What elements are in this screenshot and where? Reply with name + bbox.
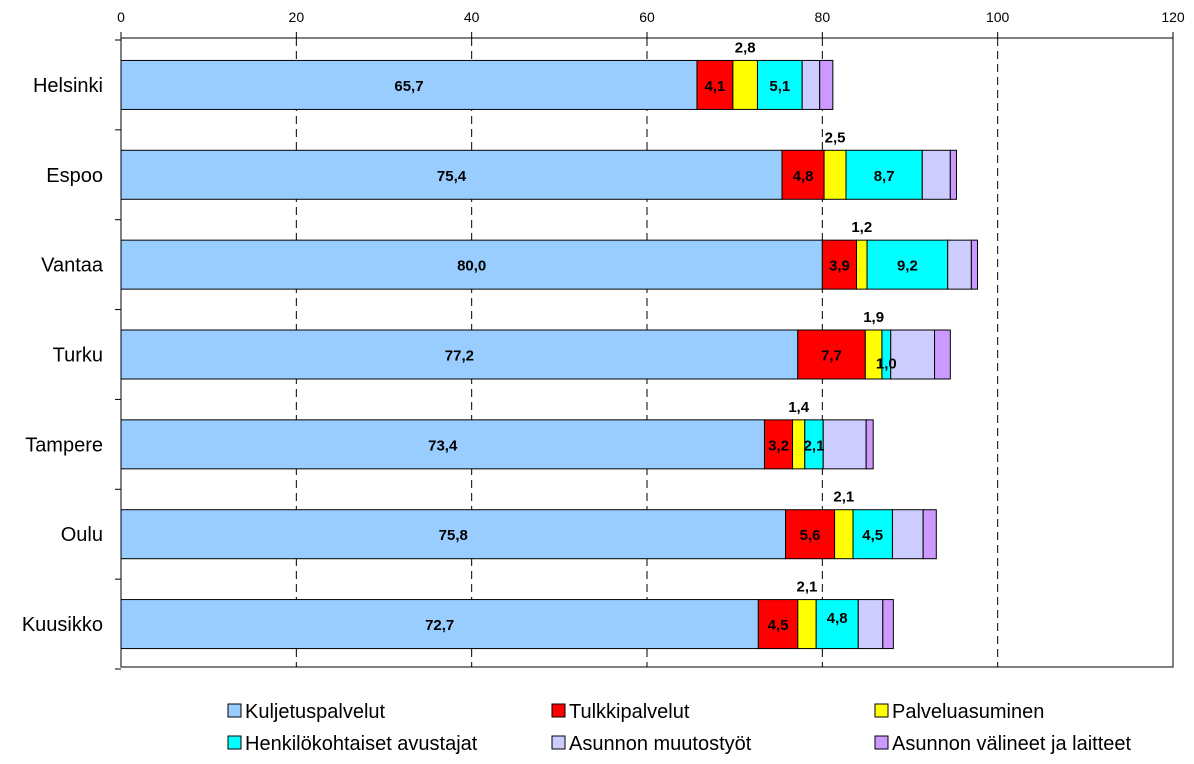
bar-segment — [120, 239, 823, 290]
legend-swatch — [874, 703, 889, 718]
legend-label: Henkilökohtaiset avustajat — [245, 733, 478, 755]
bar-segment — [857, 599, 884, 650]
data-label: 2,1 — [833, 489, 854, 506]
bar-segment — [866, 239, 949, 290]
bar-segment — [120, 59, 698, 110]
data-label: 77,2 — [445, 348, 474, 365]
category-label: Vantaa — [41, 255, 104, 277]
data-label: 4,5 — [862, 527, 883, 544]
legend-label: Tulkkipalvelut — [569, 701, 690, 723]
legend-label: Asunnon muutostyöt — [569, 733, 752, 755]
data-label: 4,8 — [827, 610, 848, 627]
bar-segment — [732, 59, 758, 110]
data-label: 73,4 — [428, 437, 458, 454]
legend-label: Palveluasuminen — [892, 701, 1044, 723]
legend-swatch — [227, 703, 242, 718]
category-label: Helsinki — [33, 75, 103, 97]
bar-segment — [834, 509, 854, 560]
data-label: 8,7 — [874, 168, 895, 185]
data-label: 9,2 — [897, 258, 918, 275]
data-label: 5,1 — [769, 78, 790, 95]
data-label: 5,6 — [800, 527, 821, 544]
bar-segment — [822, 419, 867, 470]
data-label: 2,1 — [797, 579, 818, 596]
data-label: 2,8 — [735, 39, 756, 56]
data-label: 1,9 — [863, 309, 884, 326]
bar-segment — [781, 149, 825, 200]
bar-segment — [922, 509, 937, 560]
data-label: 1,4 — [788, 399, 810, 416]
category-label: Oulu — [61, 524, 103, 546]
category-label: Tampere — [25, 434, 103, 456]
data-label: 75,8 — [439, 527, 468, 544]
bar-segment — [823, 149, 847, 200]
data-label: 4,5 — [768, 617, 789, 634]
bar-segment — [970, 239, 979, 290]
legend-swatch — [874, 735, 889, 750]
x-tick-label: 100 — [986, 9, 1010, 25]
data-label: 4,8 — [793, 168, 814, 185]
data-label: 72,7 — [425, 617, 454, 634]
category-label: Turku — [53, 345, 103, 367]
bar-segment — [801, 59, 821, 110]
category-label: Espoo — [46, 165, 103, 187]
bar-segment — [865, 419, 874, 470]
bar-segment — [797, 329, 866, 380]
bar-segment — [891, 509, 924, 560]
data-label: 80,0 — [457, 258, 486, 275]
data-label: 3,9 — [829, 258, 850, 275]
bar-segment — [120, 149, 783, 200]
data-label: 1,0 — [876, 356, 897, 373]
bar-segment — [120, 599, 759, 650]
bar-segment — [785, 509, 836, 560]
bar-segment — [815, 599, 859, 650]
legend-swatch — [227, 735, 242, 750]
bar-segment — [696, 59, 734, 110]
bar-segment — [763, 419, 794, 470]
legend-swatch — [551, 703, 566, 718]
data-label: 3,2 — [768, 437, 789, 454]
bar-segment — [757, 599, 799, 650]
bar-segment — [120, 419, 765, 470]
x-tick-label: 40 — [464, 9, 480, 25]
bar-segment — [819, 59, 834, 110]
x-tick-label: 80 — [815, 9, 831, 25]
data-label: 2,5 — [825, 129, 846, 146]
bar-segment — [882, 599, 894, 650]
bar-segment — [890, 329, 936, 380]
x-tick-label: 60 — [639, 9, 655, 25]
data-label: 75,4 — [437, 168, 467, 185]
x-tick-label: 20 — [289, 9, 305, 25]
bar-segment — [856, 239, 868, 290]
category-label: Kuusikko — [22, 614, 103, 636]
x-tick-label: 120 — [1161, 9, 1185, 25]
data-label: 4,1 — [705, 78, 726, 95]
bar-segment — [797, 599, 817, 650]
legend-label: Kuljetuspalvelut — [245, 701, 386, 723]
data-label: 65,7 — [394, 78, 423, 95]
data-label: 7,7 — [821, 348, 842, 365]
legend-swatch — [551, 735, 566, 750]
bar-segment — [921, 149, 951, 200]
data-label: 2,1 — [804, 437, 825, 454]
x-tick-label: 0 — [117, 9, 125, 25]
bar-segment — [949, 149, 957, 200]
bar-segment — [934, 329, 951, 380]
data-label: 1,2 — [851, 219, 872, 236]
bar-segment — [947, 239, 972, 290]
bar-segment — [120, 329, 799, 380]
bar-segment — [852, 509, 893, 560]
legend-label: Asunnon välineet ja laitteet — [892, 733, 1131, 755]
